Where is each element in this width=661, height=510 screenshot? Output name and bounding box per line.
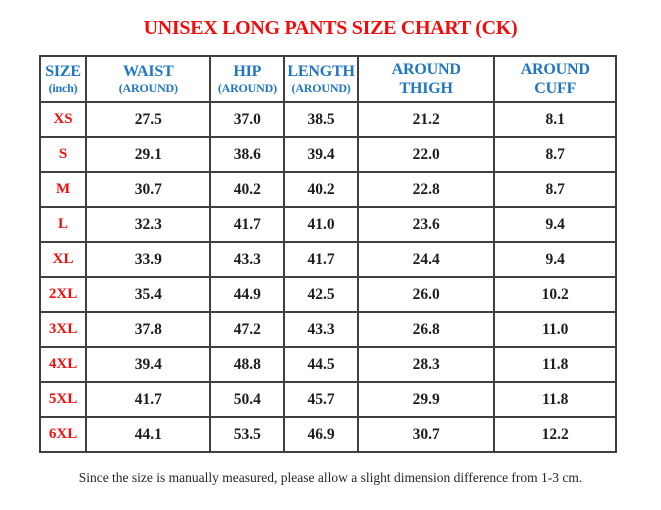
size-label-cell: 2XL [38,276,88,313]
table-row-6xl: 6XL 44.1 53.5 46.9 30.7 12.2 [38,416,617,453]
column-header-size: SIZE (inch) [38,55,88,103]
value-cell-waist: 39.4 [85,346,212,383]
size-label-cell: 6XL [38,416,88,453]
table-row-2xl: 2XL 35.4 44.9 42.5 26.0 10.2 [38,276,617,313]
value-cell-length: 41.0 [283,206,359,243]
value-cell-length: 46.9 [283,416,359,453]
table-body: XS 27.5 37.0 38.5 21.2 8.1 S 29.1 38.6 39.4 22.0 8.… [38,101,617,453]
table-row-xs: XS 27.5 37.0 38.5 21.2 8.1 [38,101,617,138]
size-label-cell: L [38,206,88,243]
value-cell-length: 38.5 [283,101,359,138]
column-header-line1: WAIST [122,62,174,80]
column-header-line1: AROUND [520,60,590,78]
value-cell-thigh: 23.6 [356,206,496,243]
page-title: UNISEX LONG PANTS SIZE CHART (CK) [143,17,518,39]
value-cell-hip: 50.4 [209,381,286,418]
column-header-cuff: AROUND CUFF [493,55,617,103]
size-label-cell: 3XL [38,311,88,348]
value-cell-cuff: 8.7 [493,136,617,173]
value-cell-cuff: 9.4 [493,206,617,243]
value-cell-cuff: 8.1 [493,101,617,138]
value-cell-length: 45.7 [283,381,359,418]
value-cell-thigh: 22.8 [356,171,496,208]
footer-note: Since the size is manually measured, ple… [78,470,583,485]
size-label-cell: S [38,136,88,173]
value-cell-length: 43.3 [283,311,359,348]
column-header-line1: SIZE [45,62,81,80]
value-cell-thigh: 29.9 [356,381,496,418]
value-cell-thigh: 26.0 [356,276,496,313]
size-label-cell: M [38,171,88,208]
value-cell-thigh: 21.2 [356,101,496,138]
column-header-line2: THIGH [399,80,453,97]
column-header-line1: AROUND [391,60,461,78]
table-row-l: L 32.3 41.7 41.0 23.6 9.4 [38,206,617,243]
value-cell-length: 41.7 [283,241,359,278]
value-cell-cuff: 12.2 [493,416,617,453]
size-label-cell: XL [38,241,88,278]
value-cell-hip: 53.5 [209,416,286,453]
column-header-line2: (AROUND) [217,81,277,96]
value-cell-thigh: 30.7 [356,416,496,453]
value-cell-hip: 38.6 [209,136,286,173]
value-cell-waist: 35.4 [85,276,212,313]
column-header-line2: (AROUND) [291,81,351,96]
value-cell-thigh: 28.3 [356,346,496,383]
value-cell-waist: 32.3 [85,206,212,243]
column-header-waist: WAIST (AROUND) [85,55,212,103]
size-chart-table: SIZE (inch) WAIST (AROUND) HIP (AROUND) LENGTH… [38,55,617,453]
value-cell-cuff: 11.0 [493,311,617,348]
value-cell-cuff: 10.2 [493,276,617,313]
value-cell-hip: 41.7 [209,206,286,243]
table-row-m: M 30.7 40.2 40.2 22.8 8.7 [38,171,617,208]
value-cell-hip: 37.0 [209,101,286,138]
table-row-s: S 29.1 38.6 39.4 22.0 8.7 [38,136,617,173]
column-header-line2: (inch) [48,81,78,96]
column-header-line2: (AROUND) [118,81,178,96]
column-header-length: LENGTH (AROUND) [283,55,359,103]
value-cell-length: 40.2 [283,171,359,208]
value-cell-hip: 40.2 [209,171,286,208]
value-cell-cuff: 11.8 [493,381,617,418]
table-header-row: SIZE (inch) WAIST (AROUND) HIP (AROUND) LENGTH… [38,55,617,103]
table-row-xl: XL 33.9 43.3 41.7 24.4 9.4 [38,241,617,278]
value-cell-waist: 41.7 [85,381,212,418]
value-cell-length: 44.5 [283,346,359,383]
value-cell-length: 42.5 [283,276,359,313]
table-row-5xl: 5XL 41.7 50.4 45.7 29.9 11.8 [38,381,617,418]
value-cell-thigh: 26.8 [356,311,496,348]
value-cell-hip: 44.9 [209,276,286,313]
value-cell-waist: 30.7 [85,171,212,208]
size-label-cell: XS [38,101,88,138]
value-cell-thigh: 22.0 [356,136,496,173]
value-cell-length: 39.4 [283,136,359,173]
column-header-line1: LENGTH [287,62,355,80]
value-cell-cuff: 9.4 [493,241,617,278]
column-header-thigh: AROUND THIGH [356,55,496,103]
table-header: SIZE (inch) WAIST (AROUND) HIP (AROUND) LENGTH… [38,55,617,103]
value-cell-cuff: 8.7 [493,171,617,208]
value-cell-hip: 48.8 [209,346,286,383]
size-label-cell: 5XL [38,381,88,418]
value-cell-cuff: 11.8 [493,346,617,383]
value-cell-hip: 47.2 [209,311,286,348]
table-row-4xl: 4XL 39.4 48.8 44.5 28.3 11.8 [38,346,617,383]
size-label-cell: 4XL [38,346,88,383]
value-cell-waist: 37.8 [85,311,212,348]
value-cell-thigh: 24.4 [356,241,496,278]
value-cell-hip: 43.3 [209,241,286,278]
table-row-3xl: 3XL 37.8 47.2 43.3 26.8 11.0 [38,311,617,348]
column-header-hip: HIP (AROUND) [209,55,286,103]
value-cell-waist: 29.1 [85,136,212,173]
column-header-line1: HIP [233,62,262,80]
value-cell-waist: 27.5 [85,101,212,138]
value-cell-waist: 44.1 [85,416,212,453]
column-header-line2: CUFF [534,80,577,97]
value-cell-waist: 33.9 [85,241,212,278]
